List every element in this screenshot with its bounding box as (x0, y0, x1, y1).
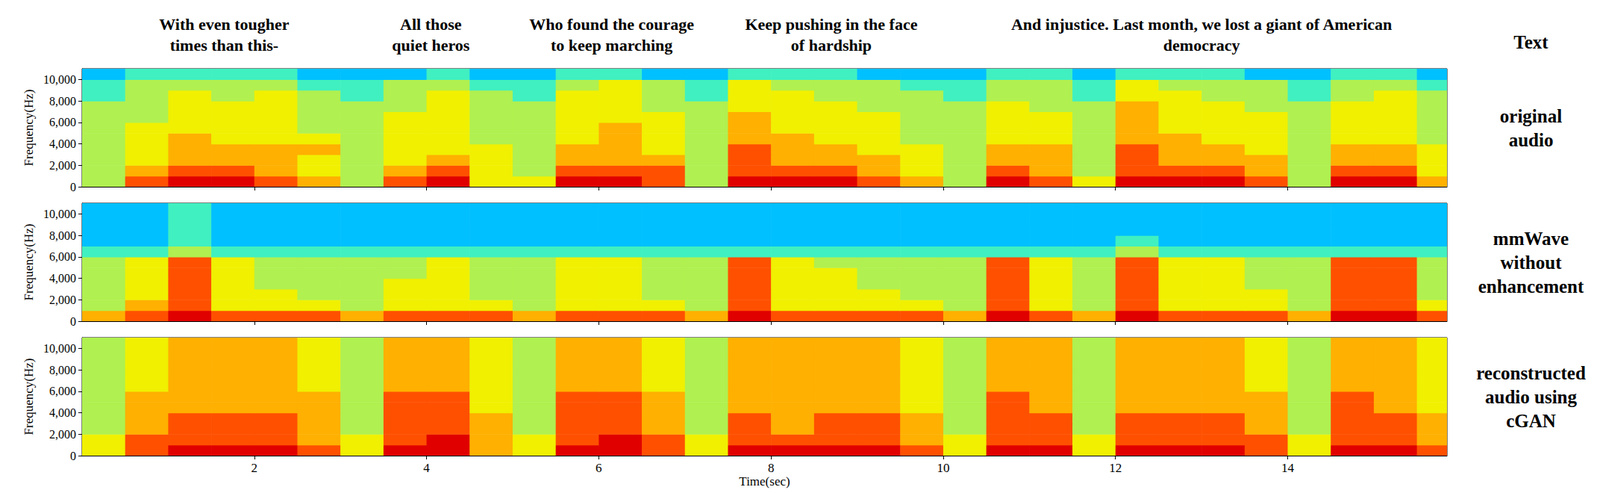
svg-text:Frequency(Hz): Frequency(Hz) (21, 89, 36, 167)
svg-text:original: original (1500, 105, 1562, 127)
svg-text:cGAN: cGAN (1505, 410, 1556, 431)
svg-text:0: 0 (70, 449, 77, 462)
svg-text:reconstructed: reconstructed (1476, 362, 1586, 383)
svg-text:4,000: 4,000 (49, 137, 77, 150)
svg-text:quiet heros: quiet heros (391, 35, 471, 55)
svg-text:of hardship: of hardship (791, 35, 872, 55)
svg-text:8,000: 8,000 (49, 94, 77, 108)
svg-text:democracy: democracy (1163, 35, 1241, 55)
svg-text:4,000: 4,000 (49, 271, 77, 285)
svg-text:mmWave: mmWave (1493, 228, 1569, 249)
svg-text:2,000: 2,000 (49, 427, 77, 441)
svg-text:14: 14 (1281, 460, 1295, 475)
svg-text:12: 12 (1108, 460, 1122, 475)
svg-text:to keep marching: to keep marching (550, 35, 673, 55)
svg-text:6,000: 6,000 (49, 384, 77, 398)
svg-text:And injustice. Last month, we: And injustice. Last month, we lost a gia… (1011, 14, 1392, 34)
svg-text:10,000: 10,000 (43, 341, 77, 355)
svg-text:6,000: 6,000 (49, 115, 77, 129)
svg-text:6: 6 (595, 460, 603, 475)
svg-text:8: 8 (767, 460, 775, 475)
svg-text:8,000: 8,000 (49, 229, 77, 242)
svg-text:Frequency(Hz): Frequency(Hz) (21, 223, 36, 301)
svg-text:2,000: 2,000 (49, 158, 77, 172)
svg-text:8,000: 8,000 (49, 363, 77, 377)
svg-text:2,000: 2,000 (49, 293, 77, 306)
svg-text:Text: Text (1513, 32, 1549, 53)
svg-text:With even tougher: With even tougher (158, 14, 290, 34)
svg-text:enhancement: enhancement (1478, 276, 1585, 297)
svg-text:10,000: 10,000 (43, 207, 77, 221)
svg-text:Frequency(Hz): Frequency(Hz) (21, 358, 36, 436)
svg-text:audio using: audio using (1485, 386, 1577, 407)
svg-text:2: 2 (251, 460, 259, 475)
svg-text:without: without (1500, 252, 1563, 273)
svg-text:0: 0 (70, 314, 77, 328)
svg-text:4,000: 4,000 (49, 405, 77, 419)
svg-text:10: 10 (936, 460, 950, 475)
svg-text:All those: All those (400, 14, 462, 34)
svg-text:Keep pushing in the face: Keep pushing in the face (744, 14, 918, 34)
svg-text:audio: audio (1508, 129, 1554, 150)
svg-text:10,000: 10,000 (43, 73, 77, 86)
svg-text:4: 4 (423, 460, 430, 475)
svg-text:Time(sec): Time(sec) (738, 473, 790, 489)
svg-text:6,000: 6,000 (49, 250, 77, 263)
svg-text:0: 0 (70, 180, 77, 194)
svg-text:times than this-: times than this- (170, 35, 279, 55)
svg-text:Who found the courage: Who found the courage (529, 14, 695, 34)
